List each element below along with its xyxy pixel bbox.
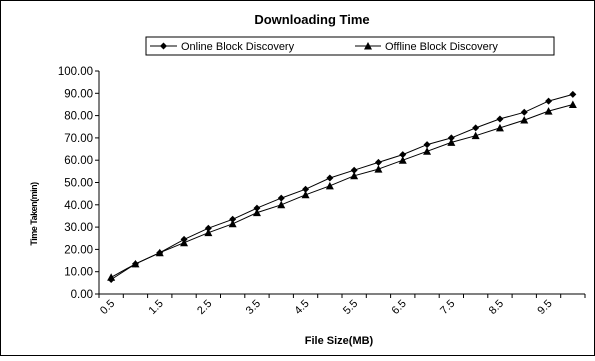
series — [107, 90, 577, 284]
data-point-triangle — [544, 107, 553, 115]
data-point-triangle — [495, 123, 504, 132]
y-tick-label: 40.00 — [64, 200, 93, 212]
y-tick-label: 80.00 — [64, 111, 93, 123]
y-tick-label: 100.00 — [58, 66, 93, 78]
data-point-triangle — [228, 219, 237, 228]
data-point-triangle — [325, 181, 334, 190]
data-point-triangle — [374, 165, 383, 173]
data-point-diamond — [569, 90, 577, 98]
data-point-triangle — [301, 190, 310, 199]
axes: 0.00 10.00 20.00 30.00 40.00 50.00 60.00 70.00 8… — [58, 66, 586, 317]
legend-label-offline: Offline Block Discovery — [385, 41, 498, 53]
data-point-diamond — [545, 97, 553, 105]
data-point-triangle — [131, 259, 140, 268]
y-tick-label: 90.00 — [64, 88, 93, 100]
data-point-triangle — [447, 138, 456, 146]
chart-title: Downloading Time — [254, 12, 369, 27]
series-offline — [107, 100, 577, 281]
data-point-diamond — [399, 151, 407, 159]
data-point-triangle — [180, 238, 189, 247]
y-tick-label: 70.00 — [64, 133, 93, 145]
y-tick-label: 30.00 — [64, 222, 93, 234]
data-point-diamond — [253, 204, 261, 212]
data-point-triangle — [398, 156, 407, 164]
data-point-diamond — [496, 115, 504, 123]
y-tick-label: 60.00 — [64, 155, 93, 167]
data-point-diamond — [302, 185, 310, 193]
data-point-triangle — [350, 171, 359, 180]
data-point-diamond — [472, 124, 480, 132]
data-point-diamond — [277, 194, 285, 202]
data-point-triangle — [107, 273, 116, 281]
legend-box — [145, 36, 555, 56]
legend-triangle-icon — [364, 42, 372, 50]
series-line — [110, 104, 574, 278]
data-point-triangle — [252, 208, 261, 217]
data-point-diamond — [350, 166, 358, 174]
series-line — [110, 93, 574, 280]
data-point-diamond — [447, 134, 455, 142]
data-point-diamond — [520, 108, 528, 116]
x-axis-label: File Size(MB) — [305, 335, 374, 347]
legend: Online Block Discovery Offline Block Dis… — [145, 36, 555, 56]
y-tick-label: 0.00 — [71, 289, 93, 301]
data-point-triangle — [423, 147, 432, 155]
y-tick-label: 50.00 — [64, 178, 93, 190]
data-point-triangle — [155, 248, 164, 257]
data-point-diamond — [229, 215, 237, 223]
data-point-diamond — [204, 224, 212, 232]
legend-diamond-icon — [160, 42, 167, 50]
legend-label-online: Online Block Discovery — [181, 41, 295, 53]
data-point-triangle — [568, 100, 577, 108]
data-point-diamond — [326, 174, 334, 182]
data-point-triangle — [471, 131, 480, 140]
y-axis-label: Time Taken(min) — [29, 182, 39, 246]
data-point-triangle — [277, 200, 286, 209]
data-point-triangle — [520, 116, 529, 124]
series-online — [107, 90, 577, 284]
data-point-diamond — [423, 141, 431, 149]
data-point-diamond — [374, 158, 382, 166]
y-tick-label: 10.00 — [64, 267, 93, 279]
y-tick-label: 20.00 — [64, 244, 93, 256]
data-point-triangle — [204, 228, 213, 237]
